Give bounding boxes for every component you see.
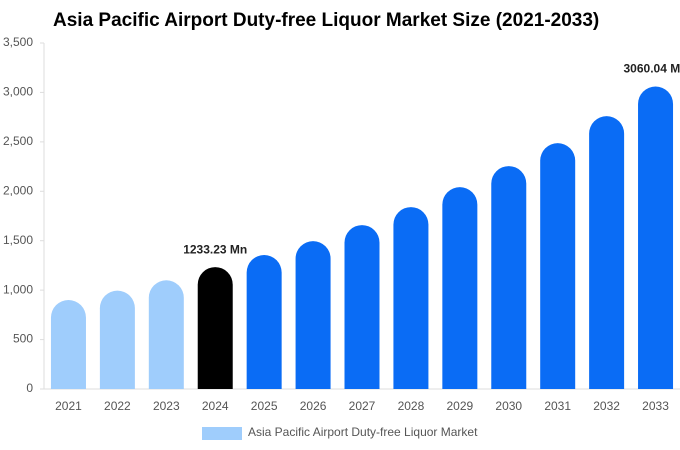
x-tick-label: 2033 xyxy=(642,399,669,413)
y-tick-label: 3,500 xyxy=(3,35,33,49)
x-tick-label: 2024 xyxy=(202,399,229,413)
x-tick-label: 2025 xyxy=(251,399,278,413)
bar xyxy=(246,255,282,389)
legend-label: Asia Pacific Airport Duty-free Liquor Ma… xyxy=(248,425,478,439)
legend-swatch xyxy=(202,427,242,440)
y-tick-label: 2,000 xyxy=(3,183,33,197)
bar xyxy=(148,280,184,389)
bar xyxy=(50,300,86,389)
y-tick-label: 1,500 xyxy=(3,233,33,247)
x-tick-label: 2023 xyxy=(153,399,180,413)
x-tick-label: 2026 xyxy=(300,399,327,413)
x-tick-label: 2028 xyxy=(398,399,425,413)
x-tick-label: 2021 xyxy=(55,399,82,413)
bar xyxy=(197,267,233,389)
x-tick-label: 2031 xyxy=(544,399,571,413)
bar xyxy=(442,187,478,389)
x-tick-label: 2029 xyxy=(446,399,473,413)
bar xyxy=(540,143,576,389)
y-tick-label: 500 xyxy=(13,332,33,346)
y-tick-label: 0 xyxy=(26,381,33,395)
bar xyxy=(638,86,674,389)
y-tick-label: 3,000 xyxy=(3,85,33,99)
y-tick-label: 2,500 xyxy=(3,134,33,148)
bar xyxy=(491,166,527,389)
x-tick-label: 2022 xyxy=(104,399,131,413)
bar xyxy=(344,225,380,389)
value-label: 1233.23 Mn xyxy=(183,242,247,256)
bar xyxy=(295,241,331,389)
value-label: 3060.04 Mn xyxy=(624,62,680,76)
bar xyxy=(393,207,429,389)
chart-title: Asia Pacific Airport Duty-free Liquor Ma… xyxy=(53,10,599,31)
bar xyxy=(589,116,625,389)
x-tick-label: 2027 xyxy=(349,399,376,413)
x-tick-label: 2030 xyxy=(495,399,522,413)
y-tick-label: 1,000 xyxy=(3,282,33,296)
bar xyxy=(99,290,135,389)
x-tick-label: 2032 xyxy=(593,399,620,413)
